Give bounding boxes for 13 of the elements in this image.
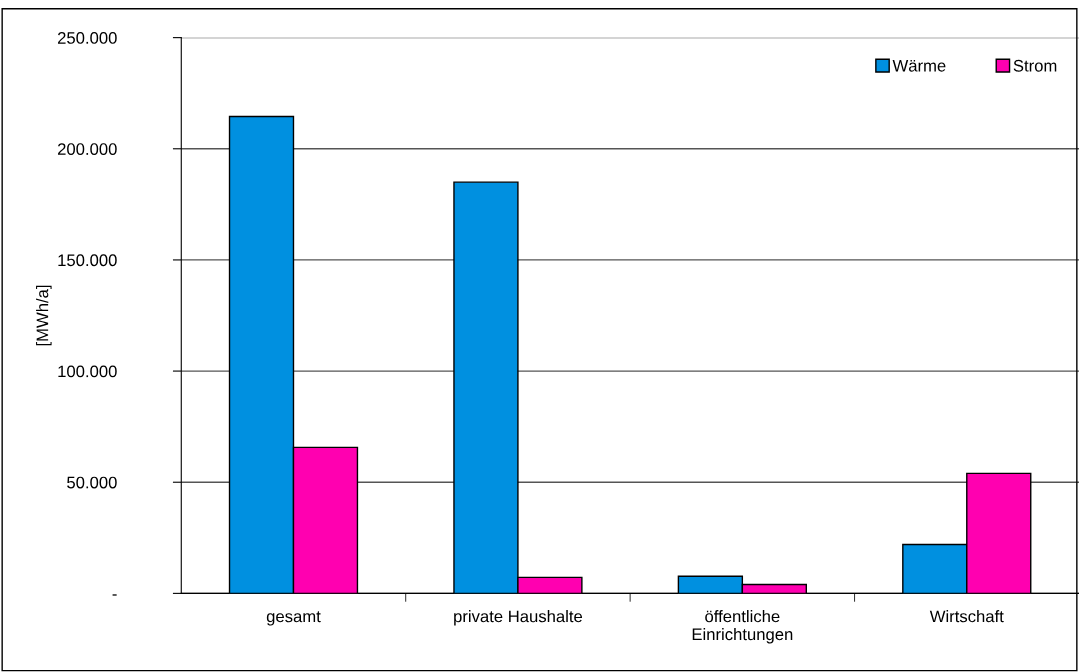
y-axis-title: [MWh/a] [36,285,52,346]
y-tick-label: 50.000 [67,476,117,489]
x-tick-label: private Haushalte [454,610,583,626]
y-tick-label: 100.000 [58,365,117,378]
legend-label: Wärme [892,60,946,72]
y-tick-label: 250.000 [57,32,117,44]
x-tick-label: gesamt [266,611,321,626]
legend-label: Strom [1013,59,1057,72]
y-tick-label: 150.000 [58,254,117,267]
x-tick-label: öffentliche Einrichtungen [692,610,793,644]
y-tick-label: 200.000 [57,143,117,155]
y-tick-label: - [112,594,117,596]
x-tick-label: Wirtschaft [929,610,1004,623]
